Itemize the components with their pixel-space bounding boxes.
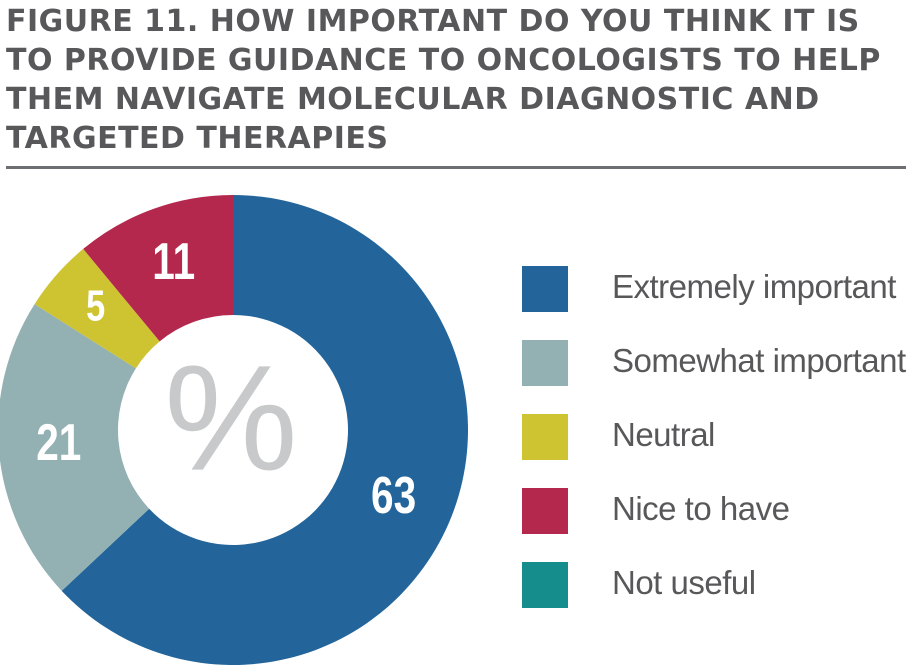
legend-label: Extremely important [612,268,896,305]
slice-value-label: 11 [152,232,195,290]
legend-label: Somewhat important [612,342,906,379]
legend-label: Nice to have [612,490,790,527]
slice-value-label: 21 [36,413,81,471]
legend-label: Neutral [612,416,715,453]
donut-slice-neutral [34,248,160,369]
donut-slice-somewhat-important [0,304,150,591]
title-divider [6,166,906,169]
donut-slice-extremely-important [61,195,468,665]
slice-value-label: 5 [86,282,105,331]
donut-slice-nice-to-have [83,195,234,342]
legend-item: Nice to have [522,488,902,534]
legend-item: Neutral [522,414,902,460]
slice-value-label: 63 [371,466,416,524]
legend-swatch [522,414,568,460]
chart-title: FIGURE 11. HOW IMPORTANT DO YOU THINK IT… [6,4,881,156]
legend-swatch [522,340,568,386]
legend-swatch [522,266,568,312]
legend-item: Somewhat important [522,340,906,386]
center-percent-label: % [164,334,297,502]
legend-swatch [522,562,568,608]
legend-item: Extremely important [522,266,902,312]
legend-swatch [522,488,568,534]
legend-item: Not useful [522,562,902,608]
legend-label: Not useful [612,564,756,601]
